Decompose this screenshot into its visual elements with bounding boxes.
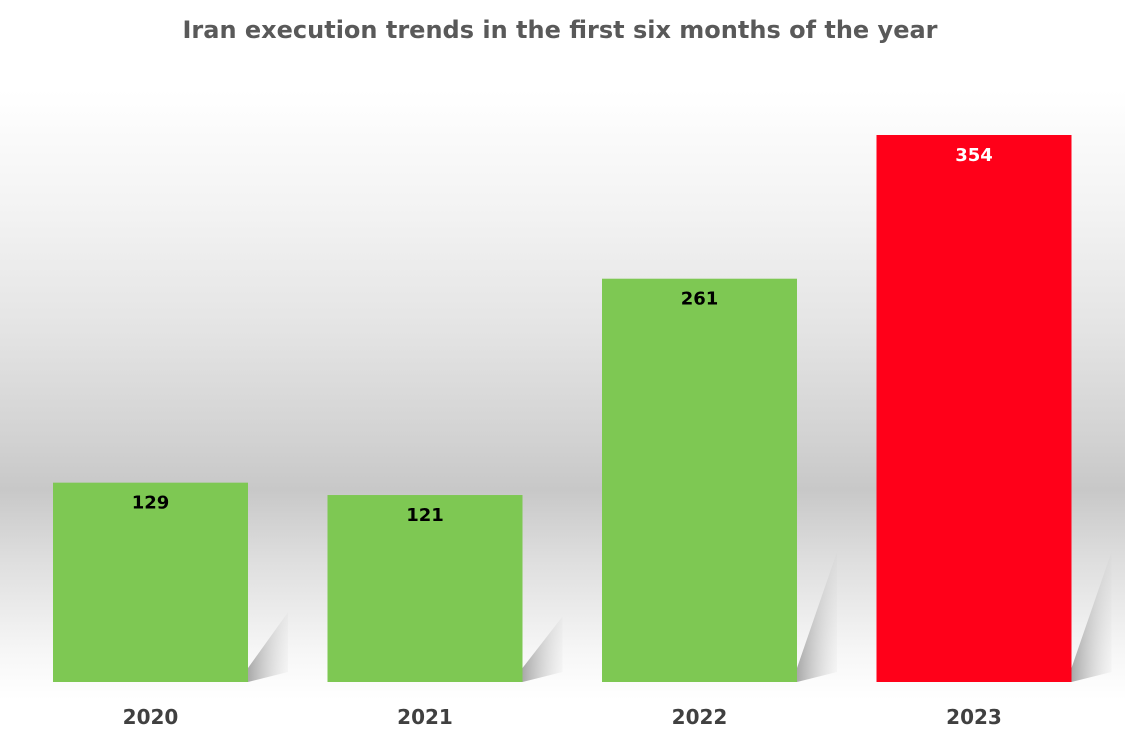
x-axis-tick-labels: 2020 2021 2022 2023: [123, 705, 1002, 729]
data-label-2023: 354: [955, 145, 993, 166]
x-tick-label-2020: 2020: [123, 705, 179, 729]
bar-shadows: [248, 552, 1112, 682]
data-labels: 129 121 261 354: [132, 145, 993, 526]
bar-shadow: [522, 616, 563, 682]
data-label-2021: 121: [406, 505, 444, 526]
data-label-2020: 129: [132, 493, 170, 514]
bar-shadow: [248, 612, 288, 682]
bar-2021: [327, 495, 523, 682]
bar-shadow: [1071, 552, 1112, 682]
chart-title: Iran execution trends in the first six m…: [182, 16, 937, 44]
bar-shadow: [797, 552, 837, 682]
x-tick-label-2021: 2021: [397, 705, 453, 729]
bar-2023: [876, 135, 1072, 682]
x-tick-label-2022: 2022: [672, 705, 728, 729]
x-tick-label-2023: 2023: [946, 705, 1002, 729]
bar-2020: [53, 482, 248, 682]
data-label-2022: 261: [681, 289, 719, 310]
bars: [53, 135, 1072, 682]
bar-2022: [602, 278, 797, 682]
